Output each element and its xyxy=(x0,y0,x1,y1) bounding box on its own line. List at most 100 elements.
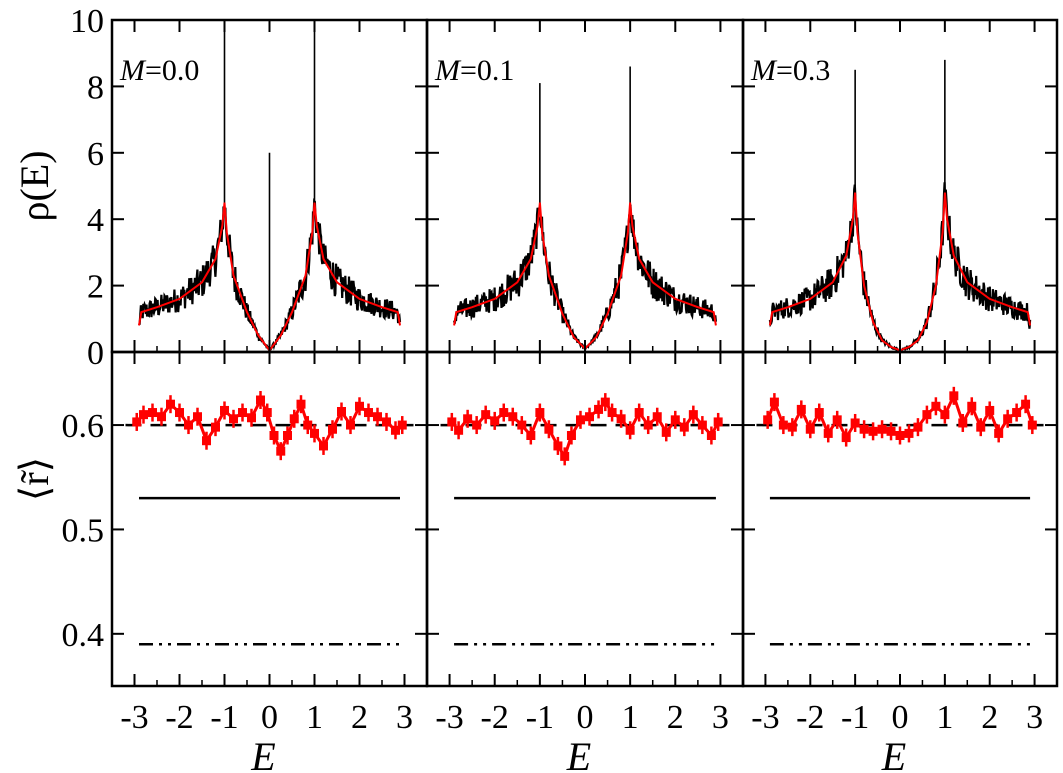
x-tick-label: 2 xyxy=(351,699,368,736)
r-data-point xyxy=(859,424,869,434)
r-data-point xyxy=(132,417,142,427)
r-data-point xyxy=(769,397,779,407)
r-data-point xyxy=(949,391,959,401)
density-fit-curve xyxy=(768,192,1032,352)
panel-frame xyxy=(425,350,745,688)
r-data-point xyxy=(220,405,229,415)
r-data-point xyxy=(652,412,662,422)
r-data-point xyxy=(1012,408,1022,418)
r-data-point xyxy=(202,436,211,446)
r-data-point xyxy=(184,420,193,430)
r-data-point xyxy=(679,422,689,432)
r-data-point xyxy=(328,424,337,434)
x-tick-label: -1 xyxy=(210,699,238,736)
r-data-point xyxy=(157,412,166,422)
r-data-point xyxy=(566,431,576,440)
r-data-point xyxy=(472,420,482,430)
r-data-point xyxy=(868,426,878,436)
density-histogram xyxy=(768,182,1032,353)
r-data-point xyxy=(913,422,923,432)
x-tick-label: -1 xyxy=(841,699,869,736)
r-data-point xyxy=(823,428,833,438)
r-data-point xyxy=(508,412,518,422)
r-data-point xyxy=(382,417,391,427)
x-tick-label: 2 xyxy=(981,699,998,736)
r-data-point xyxy=(310,428,319,438)
r-data-point xyxy=(166,399,175,409)
r-data-point xyxy=(877,424,887,434)
r-data-point xyxy=(247,413,256,423)
r-data-point xyxy=(517,420,527,430)
y-axis-title-r: ⟨r̃⟩ xyxy=(12,457,57,502)
r-data-point xyxy=(904,428,914,438)
r-data-point xyxy=(778,420,788,430)
panel-frame xyxy=(741,350,1059,688)
x-tick-label: -2 xyxy=(165,699,193,736)
r-data-point xyxy=(481,410,491,420)
r-data-point xyxy=(269,431,279,440)
r-data-point xyxy=(697,420,707,430)
r-data-point xyxy=(447,417,457,427)
y-tick-label: 0.5 xyxy=(62,512,105,549)
panel-label: M=0.3 xyxy=(750,54,830,87)
r-data-point xyxy=(832,415,842,425)
panel-label: M=0.1 xyxy=(434,54,514,87)
r-data-point xyxy=(931,401,941,411)
r-data-point xyxy=(616,414,626,424)
r-data-point xyxy=(994,428,1004,438)
r-data-point xyxy=(814,408,824,418)
r-data-point xyxy=(688,410,698,420)
r-data-point xyxy=(499,408,509,418)
r-data-point xyxy=(346,420,355,430)
r-data-point xyxy=(706,431,716,440)
r-data-point xyxy=(713,417,723,427)
r-data-point xyxy=(454,425,464,435)
r-data-point xyxy=(787,422,797,432)
r-data-point xyxy=(238,408,247,418)
x-tick-label: -3 xyxy=(435,699,463,736)
r-data-point xyxy=(841,433,851,443)
r-data-point xyxy=(886,426,896,436)
r-data-point xyxy=(303,420,313,430)
y-tick-label: 4 xyxy=(87,202,104,239)
r-data-point xyxy=(364,408,373,418)
r-data-point xyxy=(289,414,299,424)
panel-label: M=0.0 xyxy=(119,54,199,87)
r-data-point xyxy=(276,446,286,456)
panel-1: M=0.0 -3 -2 -1 0 1 2 3 E xyxy=(110,18,429,773)
y-tick-label: 0 xyxy=(87,335,104,372)
r-data-point xyxy=(229,414,238,424)
r-data-point xyxy=(535,408,545,418)
r-data-point xyxy=(1003,414,1013,424)
r-data-point xyxy=(585,412,595,422)
r-data-point xyxy=(355,401,364,411)
r-data-point xyxy=(805,424,815,434)
r-data-point xyxy=(922,410,932,420)
y-tick-label: 2 xyxy=(87,269,104,306)
r-data-point xyxy=(175,408,184,418)
r-data-point xyxy=(661,427,671,437)
r-data-point xyxy=(262,408,272,418)
x-axis-title: E xyxy=(881,734,906,773)
panel-3: M=0.3 -3 -2 -1 0 1 2 3 E xyxy=(741,18,1059,773)
x-tick-label: 3 xyxy=(1026,699,1043,736)
y-axis-title-density: ρ(E) xyxy=(12,150,57,221)
r-data-point xyxy=(670,415,680,425)
x-axis-title: E xyxy=(250,734,275,773)
y-tick-label: 6 xyxy=(87,136,104,173)
r-data-point xyxy=(490,416,500,426)
r-data-point xyxy=(850,418,860,428)
r-data-point xyxy=(283,431,292,440)
x-tick-label: 1 xyxy=(306,699,323,736)
r-data-point xyxy=(544,424,554,434)
r-data-point xyxy=(634,408,644,418)
r-data-point xyxy=(985,405,995,415)
y-tick-label: 10 xyxy=(70,3,104,40)
x-tick-label: 0 xyxy=(892,699,909,736)
x-tick-label: -2 xyxy=(481,699,509,736)
r-data-point xyxy=(391,425,400,435)
x-tick-label: 1 xyxy=(936,699,953,736)
r-data-point xyxy=(256,395,265,405)
r-data-point xyxy=(958,418,968,428)
